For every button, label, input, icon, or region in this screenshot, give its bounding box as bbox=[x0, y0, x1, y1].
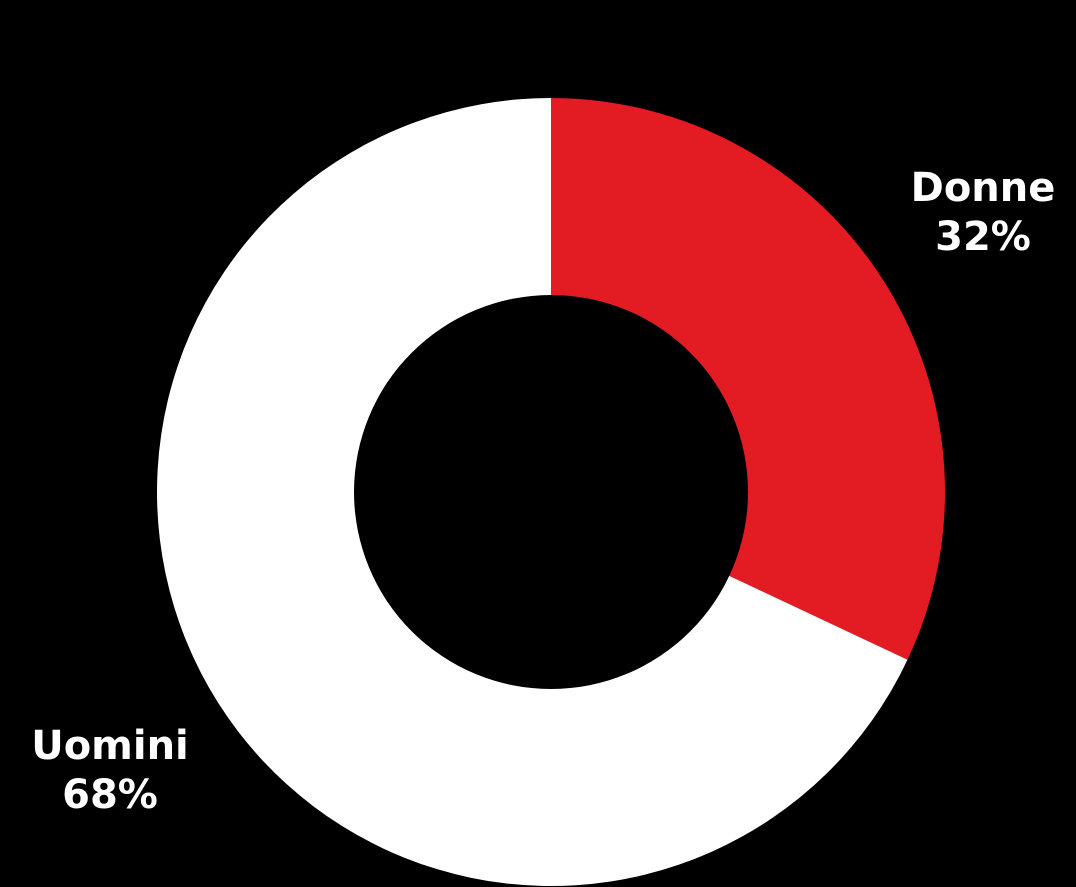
slice-label-uomini-name: Uomini bbox=[31, 723, 189, 769]
slice-label-donne-name: Donne bbox=[910, 165, 1056, 211]
slice-label-uomini-value: 68% bbox=[62, 772, 158, 818]
slice-label-uomini: Uomini 68% bbox=[12, 722, 208, 820]
donut-hole bbox=[354, 295, 748, 689]
slice-label-donne: Donne 32% bbox=[895, 164, 1071, 262]
slice-label-donne-value: 32% bbox=[935, 214, 1031, 260]
